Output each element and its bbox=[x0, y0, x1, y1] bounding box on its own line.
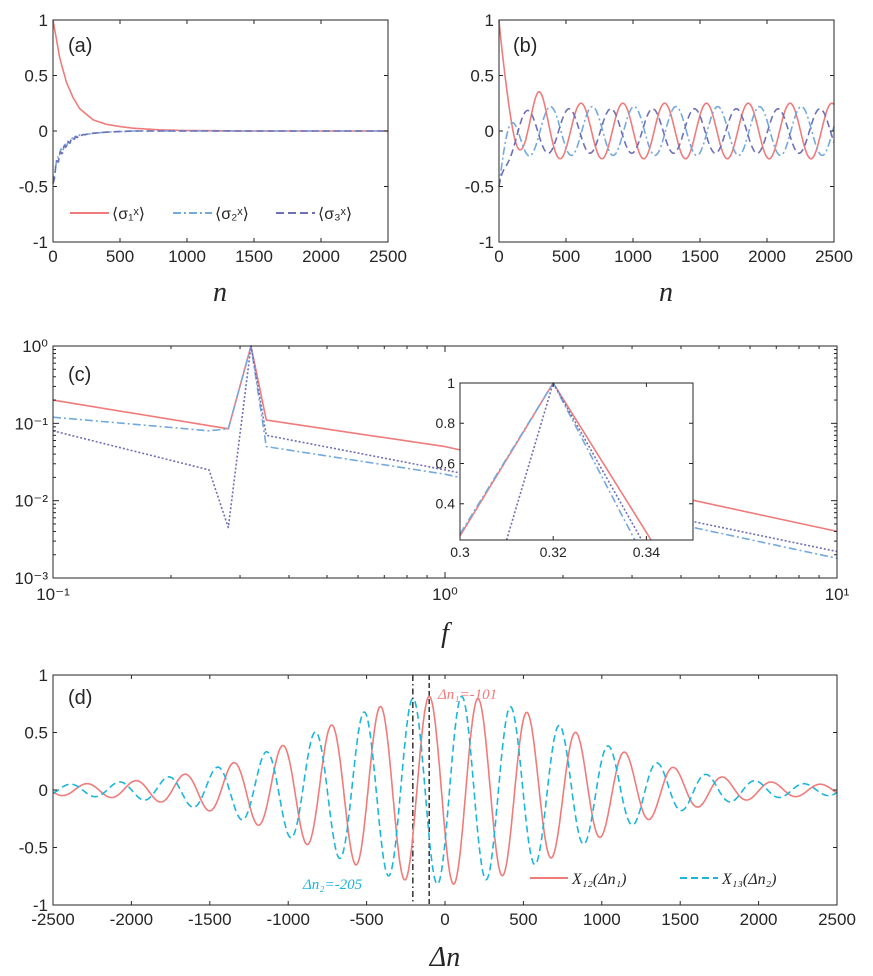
panel-d-label: (d) bbox=[68, 687, 92, 709]
panel-c-series-3 bbox=[52, 345, 838, 553]
panel-b-xlabel: n bbox=[659, 277, 673, 308]
panel-a-ytick-label: 0 bbox=[39, 122, 48, 141]
panel-d-series-1 bbox=[52, 695, 838, 885]
panel-b-series-3 bbox=[498, 108, 835, 187]
panel-a-series-1 bbox=[52, 19, 389, 132]
legend-sigma2-label: ⟨σ₂ˣ⟩ bbox=[215, 206, 249, 223]
panel-d-xtick-label: -2500 bbox=[31, 910, 74, 929]
inset-ytick-label: 0.8 bbox=[436, 415, 456, 431]
panel-c-label: (c) bbox=[68, 364, 91, 386]
panel-b-xtick-label: 1500 bbox=[681, 247, 719, 266]
panel-b-xtick-label: 2000 bbox=[748, 247, 786, 266]
legend-sigma3-label: ⟨σ₃ˣ⟩ bbox=[318, 206, 352, 223]
panel-a-ytick-label: -0.5 bbox=[19, 177, 48, 196]
panel-d-xtick-label: 2500 bbox=[818, 910, 856, 929]
panel-d-xlabel: Δn bbox=[429, 942, 460, 973]
panel-b-xtick-label: 0 bbox=[494, 247, 503, 266]
panel-d-xtick-label: 1000 bbox=[583, 910, 621, 929]
panel-c-ytick-label: 10⁻¹ bbox=[14, 414, 48, 433]
panel-d-legend: X₁₂(Δn₁) X₁₃(Δn₂) bbox=[530, 871, 777, 888]
panel-a-ytick-label: -1 bbox=[33, 233, 48, 252]
panel-a-xtick-label: 2000 bbox=[302, 247, 340, 266]
panel-a-xtick-label: 500 bbox=[106, 247, 134, 266]
panel-b-ytick-label: 1 bbox=[485, 11, 494, 30]
inset-frame bbox=[459, 382, 694, 541]
panel-b-xtick-label: 500 bbox=[552, 247, 580, 266]
panel-b-series-1 bbox=[498, 19, 835, 160]
legend-x12-label: X₁₂(Δn₁) bbox=[571, 871, 627, 888]
inset-background bbox=[460, 383, 693, 540]
panel-a-ytick-label: 1 bbox=[39, 11, 48, 30]
panel-a-label: (a) bbox=[68, 35, 92, 57]
marker-label-dn2: Δn₂=-205 bbox=[302, 877, 363, 893]
inset-ytick-label: 1 bbox=[447, 375, 455, 391]
inset-ytick-label: 0.6 bbox=[436, 455, 456, 471]
panel-a-series-3 bbox=[52, 130, 389, 184]
panel-b-frame bbox=[498, 19, 835, 243]
panel-d-series-2 bbox=[52, 695, 838, 885]
inset-xtick-label: 0.34 bbox=[633, 544, 660, 560]
panel-a-xtick-label: 2500 bbox=[369, 247, 407, 266]
panel-a-xtick-label: 1500 bbox=[235, 247, 273, 266]
panel-c-ytick-label: 10⁻³ bbox=[14, 569, 48, 588]
panel-d-xtick-label: 0 bbox=[440, 910, 449, 929]
panel-a-xtick-label: 1000 bbox=[168, 247, 206, 266]
panel-d-xtick-label: 2000 bbox=[740, 910, 778, 929]
inset-xtick-label: 0.3 bbox=[450, 544, 470, 560]
panel-d-ytick-label: 1 bbox=[39, 666, 48, 685]
panel-b-ytick-label: -1 bbox=[479, 233, 494, 252]
panel-c-xtick-label: 10¹ bbox=[825, 585, 850, 604]
panel-a-xtick-label: 0 bbox=[48, 247, 57, 266]
panel-b-xtick-label: 1000 bbox=[614, 247, 652, 266]
panel-b-series-2 bbox=[498, 105, 835, 187]
panel-d-xtick-label: -500 bbox=[350, 910, 384, 929]
panel-a: 0 500 1000 1500 2000 2500 -1 -0.5 0 0.5 1 (a) n ⟨σ… bbox=[19, 11, 407, 308]
panel-d-xtick-label: 1500 bbox=[661, 910, 699, 929]
inset-ytick-label: 0.4 bbox=[436, 496, 456, 512]
panel-c-xlabel: f bbox=[441, 618, 452, 649]
panel-b-ytick-label: 0 bbox=[485, 122, 494, 141]
panel-b-label: (b) bbox=[513, 35, 537, 57]
panel-a-xlabel: n bbox=[213, 277, 227, 308]
inset-xtick-label: 0.32 bbox=[540, 544, 567, 560]
panel-d-xtick-label: 500 bbox=[509, 910, 537, 929]
panel-a-legend: ⟨σ₁ˣ⟩ ⟨σ₂ˣ⟩ ⟨σ₃ˣ⟩ bbox=[70, 206, 352, 223]
marker-label-dn1: Δn₁=-101 bbox=[437, 687, 497, 703]
panel-d-ytick-label: -1 bbox=[33, 896, 48, 915]
panel-d-ytick-label: -0.5 bbox=[19, 838, 48, 857]
panel-d-ytick-label: 0.5 bbox=[24, 723, 48, 742]
panel-c-xtick-label: 10⁰ bbox=[432, 585, 458, 604]
panel-d: -2500 -2000 -1500 -1000 -500 0 500 1000 1500 2000… bbox=[19, 666, 856, 973]
panel-c-inset: 0.3 0.32 0.34 0.4 0.6 0.8 1 bbox=[436, 375, 694, 560]
panel-c-ytick-label: 10⁻² bbox=[14, 492, 48, 511]
panel-d-xtick-label: -2000 bbox=[110, 910, 153, 929]
panel-b-ytick-label: -0.5 bbox=[465, 177, 494, 196]
panel-a-ytick-label: 0.5 bbox=[24, 66, 48, 85]
panel-d-xtick-label: -1000 bbox=[266, 910, 309, 929]
panel-c-ytick-label: 10⁰ bbox=[22, 337, 48, 356]
panel-b: 0 500 1000 1500 2000 2500 -1 -0.5 0 0.5 1 (b) n bbox=[465, 11, 853, 308]
legend-sigma1-label: ⟨σ₁ˣ⟩ bbox=[112, 206, 145, 223]
panel-c-xtick-label: 10⁻¹ bbox=[36, 585, 70, 604]
panel-d-ytick-label: 0 bbox=[39, 781, 48, 800]
panel-b-ytick-label: 0.5 bbox=[470, 66, 494, 85]
panel-a-series-2 bbox=[52, 130, 389, 184]
panel-b-xtick-label: 2500 bbox=[815, 247, 853, 266]
panel-d-xtick-label: -1500 bbox=[188, 910, 231, 929]
legend-x13-label: X₁₃(Δn₂) bbox=[721, 871, 777, 888]
